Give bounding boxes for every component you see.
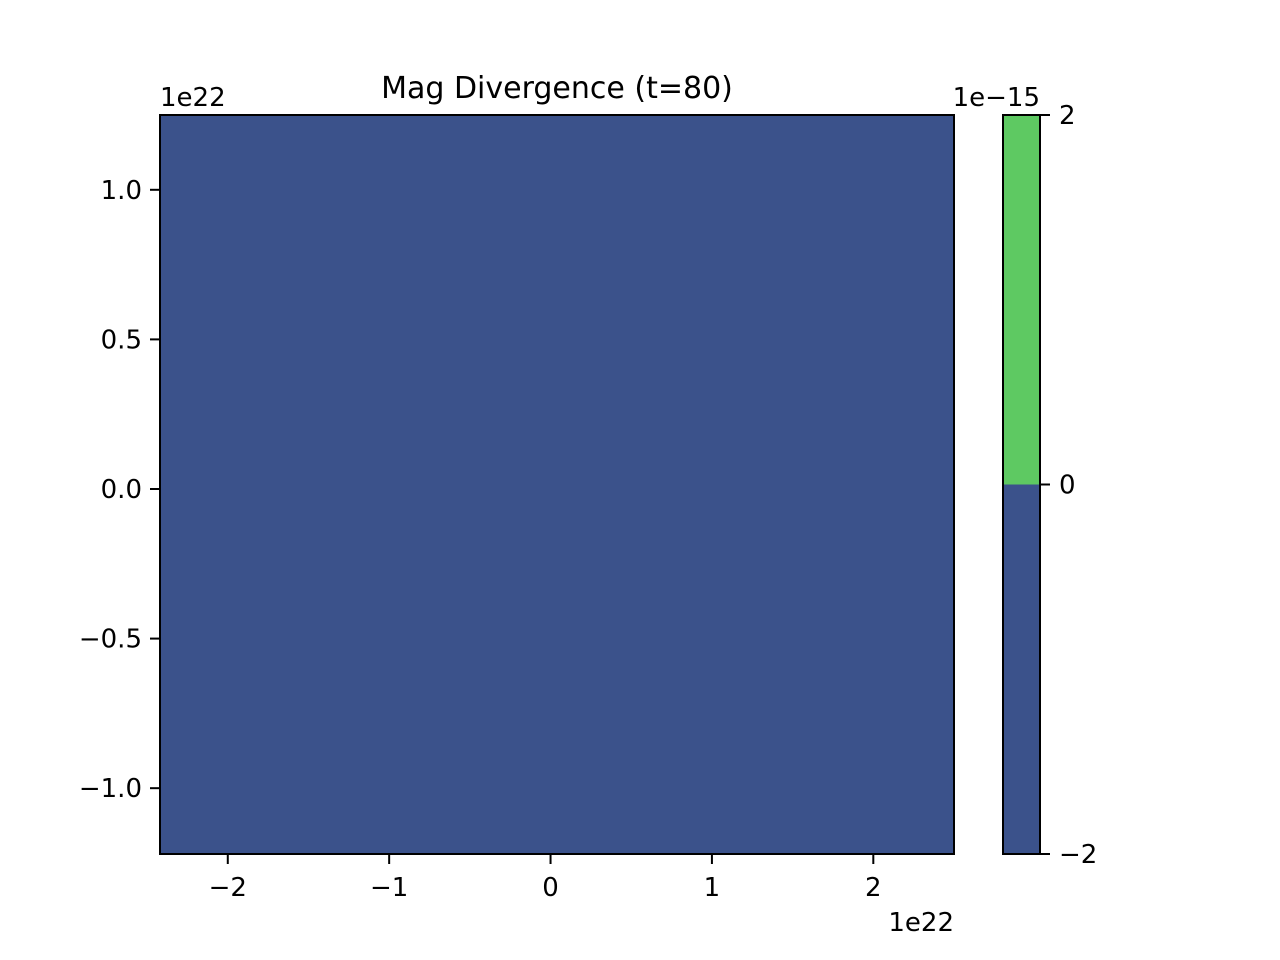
x-tick-label: 1	[704, 873, 721, 903]
x-tick-label: −1	[370, 873, 408, 903]
colorbar-ticks: −2 0 2	[1040, 101, 1097, 870]
colorbar-levels	[1003, 115, 1040, 854]
x-tick-label: 0	[542, 873, 559, 903]
y-tick-label: −1.0	[79, 774, 142, 804]
colorbar-level	[1003, 484, 1040, 854]
y-axis: −1.0 −0.5 0.0 0.5 1.0	[79, 176, 160, 804]
x-tick-label: 2	[865, 873, 882, 903]
colorbar-tick-label: −2	[1059, 840, 1097, 870]
x-tick-label: −2	[209, 873, 247, 903]
y-tick-label: 0.0	[101, 475, 142, 505]
colorbar-tick-label: 2	[1059, 101, 1076, 131]
divergence-field	[160, 115, 954, 854]
colorbar-offset-label: 1e−15	[953, 83, 1040, 113]
plot-frame	[159, 114, 955, 855]
y-tick-label: 0.5	[101, 325, 142, 355]
y-tick-label: −0.5	[79, 625, 142, 655]
x-offset-label: 1e22	[888, 908, 954, 938]
chart-title: Mag Divergence (t=80)	[381, 71, 733, 106]
colorbar-tick-label: 0	[1059, 471, 1076, 501]
y-tick-label: 1.0	[101, 176, 142, 206]
y-offset-label: 1e22	[160, 83, 226, 113]
plot-area: −2 −1 0 1 2 −1.0 −0.5 0.0 0.5 1.0	[79, 114, 955, 903]
x-axis: −2 −1 0 1 2	[209, 854, 882, 903]
colorbar-level	[1003, 115, 1040, 485]
colorbar: −2 0 2	[1002, 101, 1097, 870]
